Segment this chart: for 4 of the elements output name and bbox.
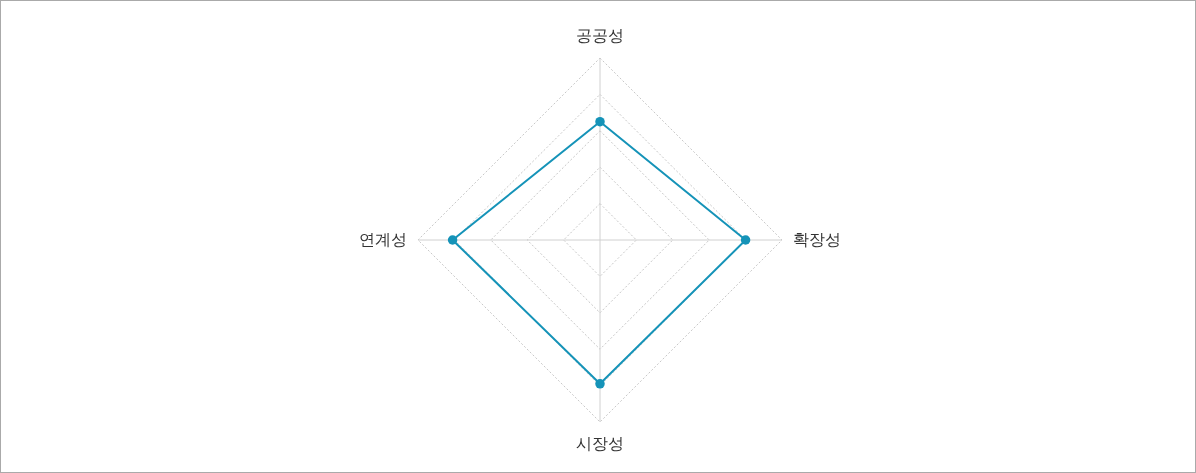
spoke-label: 시장성 <box>576 433 624 453</box>
spoke-label: 연계성 <box>359 230 408 249</box>
spoke-label: 확장성 <box>792 230 841 249</box>
spoke-label: 공공성 <box>576 26 624 46</box>
